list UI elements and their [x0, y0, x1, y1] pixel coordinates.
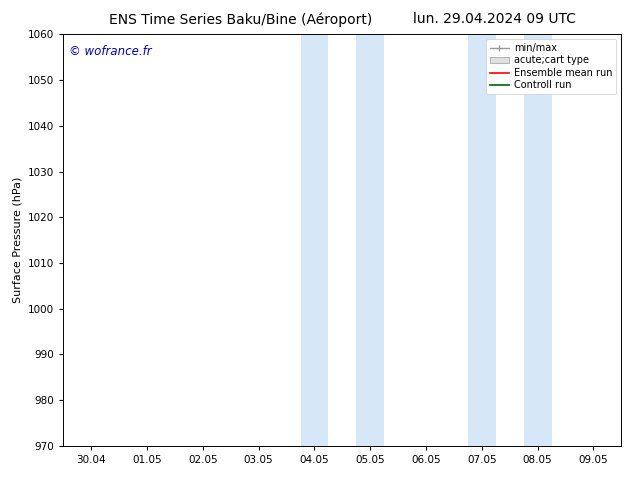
Text: © wofrance.fr: © wofrance.fr: [69, 45, 152, 58]
Bar: [301, 34, 328, 446]
Bar: [468, 34, 496, 446]
Bar: [356, 34, 384, 446]
Legend: min/max, acute;cart type, Ensemble mean run, Controll run: min/max, acute;cart type, Ensemble mean …: [486, 39, 616, 94]
Bar: [524, 34, 552, 446]
Y-axis label: Surface Pressure (hPa): Surface Pressure (hPa): [13, 177, 23, 303]
Text: lun. 29.04.2024 09 UTC: lun. 29.04.2024 09 UTC: [413, 12, 576, 26]
Text: ENS Time Series Baku/Bine (Aéroport): ENS Time Series Baku/Bine (Aéroport): [109, 12, 373, 27]
